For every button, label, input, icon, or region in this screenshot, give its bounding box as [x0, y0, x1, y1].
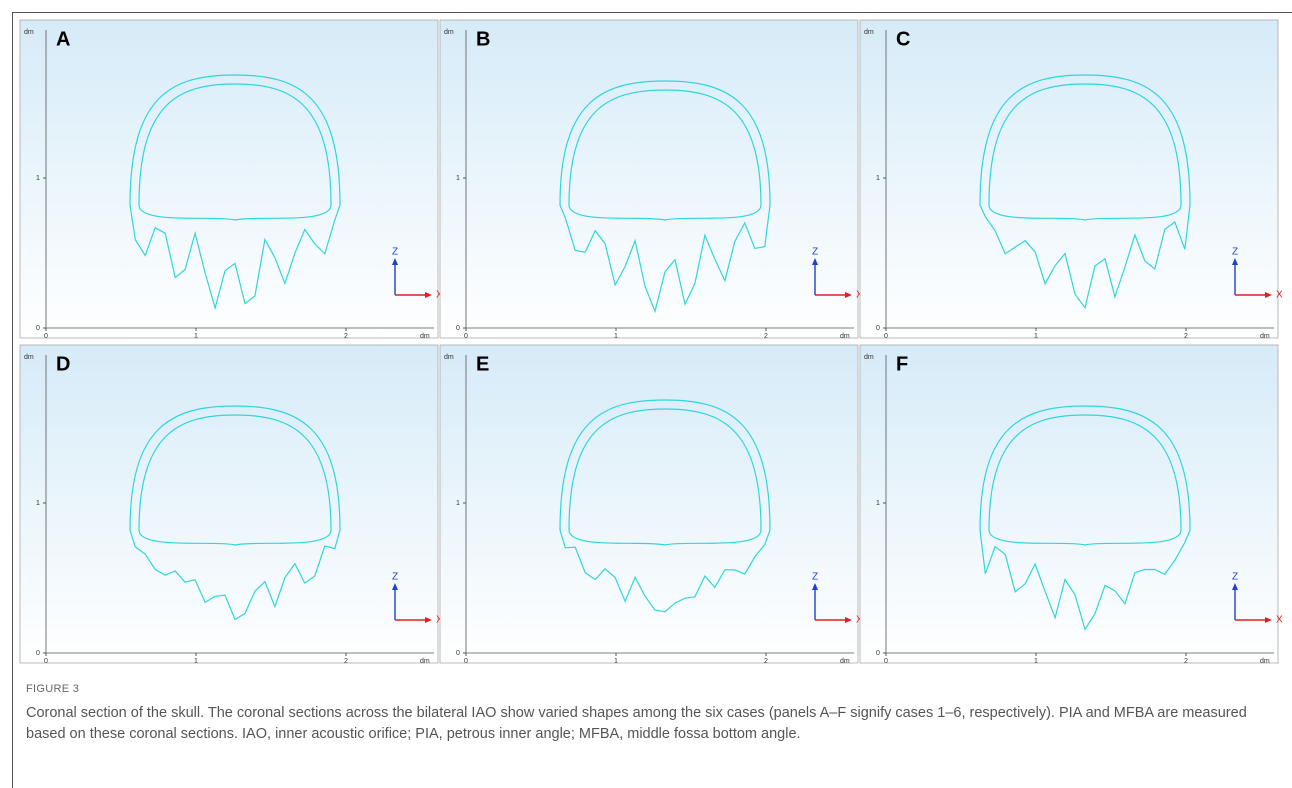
panel-label: B	[476, 28, 490, 50]
panel-background	[20, 20, 438, 338]
y-tick-label: 0	[36, 650, 40, 657]
panel: dm dm 0 1 2 0 1 F Z X	[860, 345, 1283, 665]
x-unit: dm	[420, 333, 430, 340]
y-tick-label: 1	[456, 500, 460, 507]
x-tick-label: 2	[764, 658, 768, 665]
panel-label: A	[56, 28, 70, 50]
x-unit: dm	[1260, 333, 1270, 340]
y-tick-label: 0	[36, 325, 40, 332]
y-unit: dm	[24, 354, 34, 361]
caption-label: FIGURE 3	[26, 683, 79, 695]
y-tick-label: 0	[876, 325, 880, 332]
x-tick-label: 0	[464, 658, 468, 665]
x-tick-label: 1	[1034, 333, 1038, 340]
panel-background	[20, 345, 438, 663]
panel-background	[440, 20, 858, 338]
y-tick-label: 1	[876, 500, 880, 507]
x-label: X	[1276, 615, 1283, 626]
panel: dm dm 0 1 2 0 1 C Z X	[860, 20, 1283, 340]
x-tick-label: 0	[464, 333, 468, 340]
x-tick-label: 1	[614, 658, 618, 665]
x-tick-label: 2	[764, 333, 768, 340]
z-label: Z	[812, 247, 818, 258]
y-tick-label: 1	[456, 175, 460, 182]
x-tick-label: 1	[614, 333, 618, 340]
x-unit: dm	[840, 333, 850, 340]
x-unit: dm	[1260, 658, 1270, 665]
x-unit: dm	[420, 658, 430, 665]
z-label: Z	[1232, 247, 1238, 258]
panel-background	[860, 345, 1278, 663]
y-unit: dm	[24, 29, 34, 36]
panel-background	[860, 20, 1278, 338]
z-label: Z	[812, 572, 818, 583]
panel-label: C	[896, 28, 910, 50]
panel-background	[440, 345, 858, 663]
x-tick-label: 1	[1034, 658, 1038, 665]
panel-label: E	[476, 353, 489, 375]
y-tick-label: 0	[456, 325, 460, 332]
y-tick-label: 1	[876, 175, 880, 182]
y-tick-label: 1	[36, 175, 40, 182]
figure-page: dmdm01201AZXdmdm01201BZXdmdm01201CZXdmdm…	[0, 0, 1292, 787]
z-label: Z	[392, 572, 398, 583]
panel-label: F	[896, 353, 908, 375]
y-unit: dm	[864, 29, 874, 36]
x-unit: dm	[840, 658, 850, 665]
x-tick-label: 1	[194, 658, 198, 665]
y-unit: dm	[444, 29, 454, 36]
x-tick-label: 1	[194, 333, 198, 340]
panel-label: D	[56, 353, 70, 375]
y-tick-label: 1	[36, 500, 40, 507]
caption-text: Coronal section of the skull. The corona…	[26, 703, 1271, 745]
y-unit: dm	[444, 354, 454, 361]
z-label: Z	[392, 247, 398, 258]
z-label: Z	[1232, 572, 1238, 583]
x-tick-label: 0	[884, 658, 888, 665]
y-tick-label: 0	[876, 650, 880, 657]
x-tick-label: 2	[1184, 333, 1188, 340]
x-tick-label: 0	[44, 333, 48, 340]
x-tick-label: 2	[344, 658, 348, 665]
x-label: X	[1276, 290, 1283, 301]
x-tick-label: 2	[1184, 658, 1188, 665]
x-tick-label: 0	[884, 333, 888, 340]
y-tick-label: 0	[456, 650, 460, 657]
y-unit: dm	[864, 354, 874, 361]
x-tick-label: 0	[44, 658, 48, 665]
x-tick-label: 2	[344, 333, 348, 340]
